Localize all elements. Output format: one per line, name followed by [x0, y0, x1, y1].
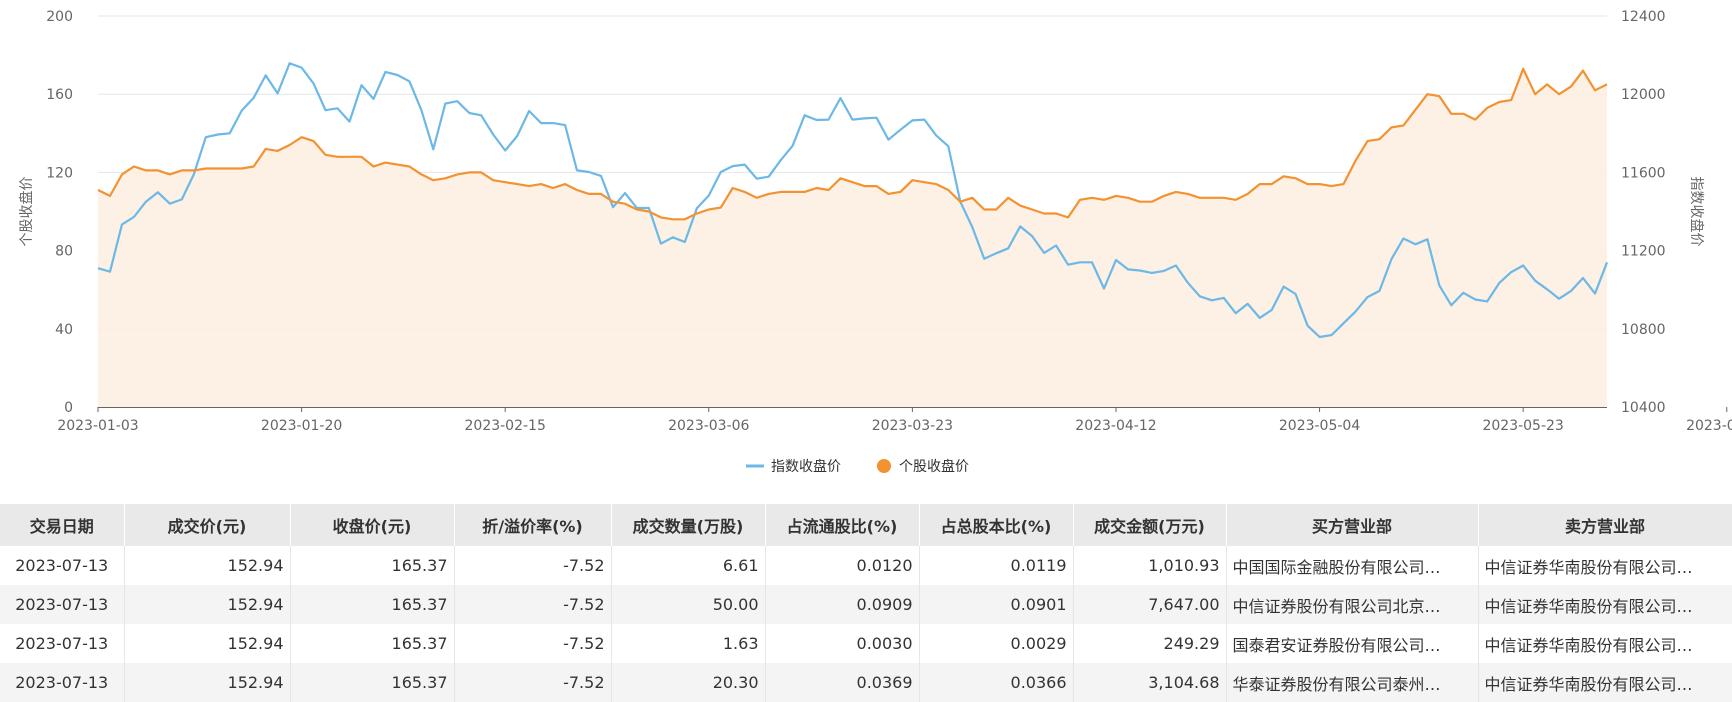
cell-seller[interactable]: 中信证券华南股份有限公司…: [1478, 585, 1732, 624]
cell-total-ratio: 0.0029: [919, 624, 1074, 663]
cell-seller[interactable]: 中信证券华南股份有限公司…: [1478, 546, 1732, 585]
x-axis-tick-label: 2023-05-23: [1482, 418, 1563, 434]
cell-premium-rate: -7.52: [454, 585, 612, 624]
cell-trade-price: 152.94: [124, 624, 291, 663]
series-line-stock-close: [97, 67, 1608, 221]
cell-amount: 249.29: [1073, 624, 1227, 663]
cell-trade-date: 2023-07-13: [0, 624, 125, 663]
cell-buyer[interactable]: 华泰证券股份有限公司泰州…: [1226, 663, 1479, 702]
cell-close-price: 165.37: [290, 663, 455, 702]
x-axis-tick-label: 2023-03-23: [872, 418, 953, 434]
cell-buyer[interactable]: 中国国际金融股份有限公司…: [1226, 546, 1479, 585]
col-header-float-ratio[interactable]: 占流通股比(%): [765, 504, 920, 546]
cell-seller[interactable]: 中信证券华南股份有限公司…: [1478, 663, 1732, 702]
x-axis-tick-label: 2023-04-12: [1075, 418, 1156, 434]
legend-label-index: 指数收盘价: [771, 458, 841, 475]
cell-close-price: 165.37: [290, 585, 455, 624]
cell-volume: 6.61: [611, 546, 766, 585]
col-header-premium-rate[interactable]: 折/溢价率(%): [454, 504, 612, 546]
table-header-row: 交易日期 成交价(元) 收盘价(元) 折/溢价率(%) 成交数量(万股) 占流通…: [0, 504, 1732, 546]
left-axis-tick-label: 80: [55, 244, 73, 260]
col-header-trade-date[interactable]: 交易日期: [0, 504, 125, 546]
cell-trade-date: 2023-07-13: [0, 546, 125, 585]
cell-premium-rate: -7.52: [454, 624, 612, 663]
x-axis-tick-label: 2023-06-09: [1686, 418, 1732, 434]
cell-close-price: 165.37: [290, 624, 455, 663]
cell-buyer[interactable]: 中信证券股份有限公司北京…: [1226, 585, 1479, 624]
left-axis-tick-label: 160: [46, 87, 73, 103]
col-header-seller[interactable]: 卖方营业部: [1478, 504, 1732, 546]
right-axis-tick-label: 10800: [1621, 322, 1666, 338]
cell-float-ratio: 0.0909: [765, 585, 920, 624]
block-trade-table: 交易日期 成交价(元) 收盘价(元) 折/溢价率(%) 成交数量(万股) 占流通…: [0, 504, 1732, 702]
table-row: 2023-07-13 152.94 165.37 -7.52 6.61 0.01…: [0, 546, 1732, 585]
col-header-total-ratio[interactable]: 占总股本比(%): [919, 504, 1074, 546]
cell-trade-price: 152.94: [124, 585, 291, 624]
col-header-volume[interactable]: 成交数量(万股): [611, 504, 766, 546]
x-axis-tick-label: 2023-02-15: [465, 418, 546, 434]
x-axis-tick-label: 2023-01-20: [261, 418, 342, 434]
cell-amount: 3,104.68: [1073, 663, 1227, 702]
right-axis-tick-label: 12000: [1621, 87, 1666, 103]
cell-trade-date: 2023-07-13: [0, 663, 125, 702]
cell-float-ratio: 0.0369: [765, 663, 920, 702]
cell-volume: 20.30: [611, 663, 766, 702]
legend-swatch-stock: [877, 459, 891, 473]
left-axis-title: 个股收盘价: [18, 177, 35, 247]
cell-float-ratio: 0.0030: [765, 624, 920, 663]
col-header-amount[interactable]: 成交金额(万元): [1073, 504, 1227, 546]
cell-amount: 1,010.93: [1073, 546, 1227, 585]
cell-trade-price: 152.94: [124, 663, 291, 702]
right-axis-tick-label: 10400: [1621, 400, 1666, 416]
x-axis-tick-label: 2023-01-03: [57, 418, 138, 434]
right-axis-tick-label: 12400: [1621, 9, 1666, 25]
table-row: 2023-07-13 152.94 165.37 -7.52 50.00 0.0…: [0, 585, 1732, 624]
right-axis-tick-label: 11200: [1621, 244, 1666, 260]
cell-buyer[interactable]: 国泰君安证券股份有限公司…: [1226, 624, 1479, 663]
right-axis-tick-label: 11600: [1621, 165, 1666, 181]
cell-volume: 1.63: [611, 624, 766, 663]
cell-premium-rate: -7.52: [454, 546, 612, 585]
left-axis-tick-label: 120: [46, 165, 73, 181]
x-axis-tick-label: 2023-05-04: [1279, 418, 1360, 434]
col-header-trade-price[interactable]: 成交价(元): [124, 504, 291, 546]
cell-total-ratio: 0.0901: [919, 585, 1074, 624]
legend-label-stock: 个股收盘价: [899, 458, 969, 475]
cell-total-ratio: 0.0366: [919, 663, 1074, 702]
x-axis-tick-label: 2023-03-06: [668, 418, 749, 434]
chart-canvas: 0 40 80 120 160 200 10400 10800 11200 11600 12000 1…: [18, 9, 1732, 475]
left-axis-tick-label: 0: [64, 400, 73, 416]
cell-seller[interactable]: 中信证券华南股份有限公司…: [1478, 624, 1732, 663]
col-header-buyer[interactable]: 买方营业部: [1226, 504, 1479, 546]
price-comparison-chart: 0 40 80 120 160 200 10400 10800 11200 11600 12000 1…: [18, 9, 1732, 475]
cell-volume: 50.00: [611, 585, 766, 624]
table-row: 2023-07-13 152.94 165.37 -7.52 20.30 0.0…: [0, 663, 1732, 702]
block-trade-table-container: 交易日期 成交价(元) 收盘价(元) 折/溢价率(%) 成交数量(万股) 占流通…: [0, 504, 1732, 702]
right-axis-title: 指数收盘价: [1688, 177, 1705, 247]
stock-area-fill: [98, 68, 1607, 408]
left-axis-tick-label: 40: [55, 322, 73, 338]
cell-trade-price: 152.94: [124, 546, 291, 585]
cell-float-ratio: 0.0120: [765, 546, 920, 585]
cell-trade-date: 2023-07-13: [0, 585, 125, 624]
cell-close-price: 165.37: [290, 546, 455, 585]
left-axis-tick-label: 200: [46, 9, 73, 25]
series-line-index-close: [97, 62, 1609, 339]
cell-total-ratio: 0.0119: [919, 546, 1074, 585]
table-row: 2023-07-13 152.94 165.37 -7.52 1.63 0.00…: [0, 624, 1732, 663]
col-header-close-price[interactable]: 收盘价(元): [290, 504, 455, 546]
cell-premium-rate: -7.52: [454, 663, 612, 702]
cell-amount: 7,647.00: [1073, 585, 1227, 624]
